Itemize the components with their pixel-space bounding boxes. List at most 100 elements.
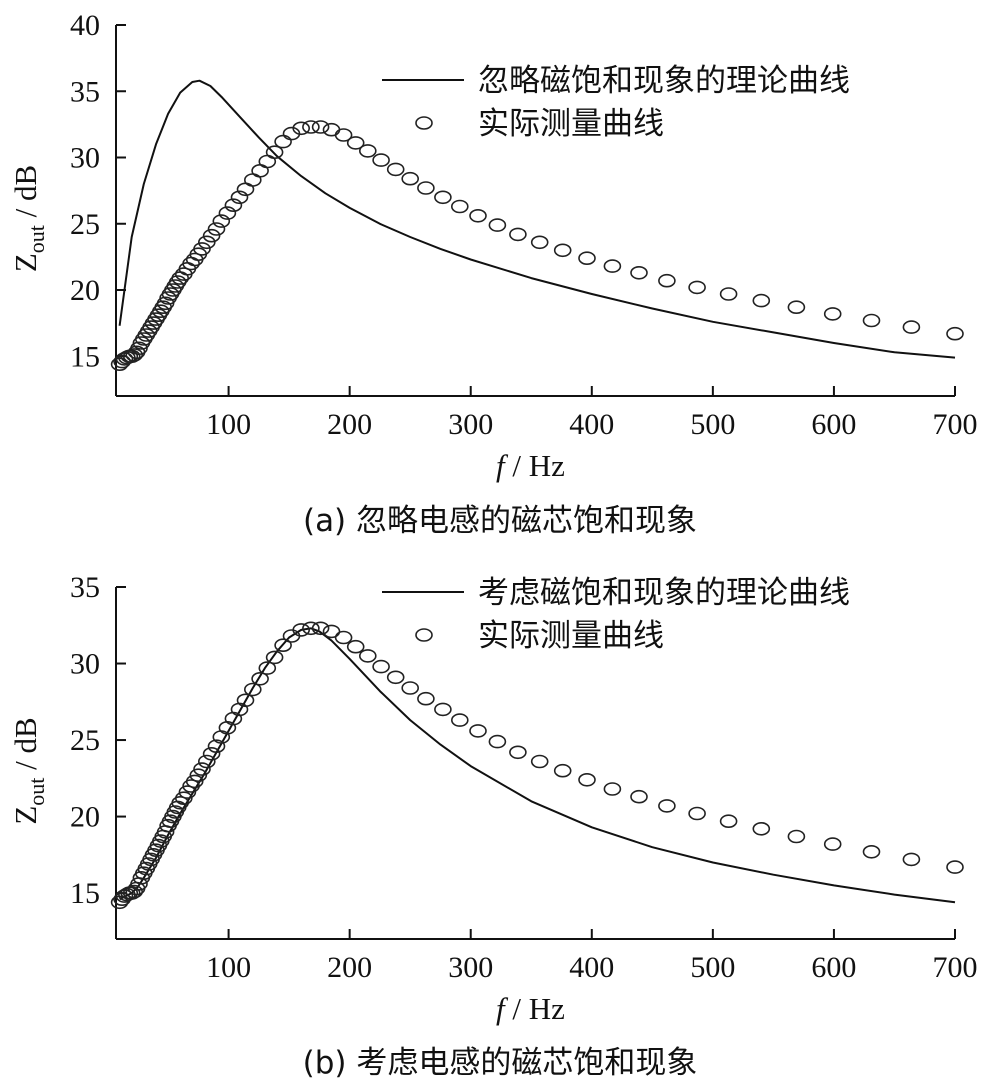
- measured-point: [185, 774, 204, 789]
- legend-label: 实际测量曲线: [478, 106, 664, 142]
- x-tick-label: 600: [811, 408, 856, 441]
- measured-point: [274, 134, 292, 149]
- measured-point: [244, 173, 262, 187]
- measured-point: [198, 754, 216, 769]
- measured-point: [292, 121, 311, 136]
- measured-point: [578, 251, 596, 266]
- y-axis-label: Zout / dB: [8, 717, 49, 824]
- measured-point: [417, 691, 435, 706]
- measured-point: [752, 293, 771, 308]
- measured-point: [902, 852, 921, 867]
- measured-point: [334, 630, 353, 645]
- measured-point: [688, 806, 706, 821]
- measured-point: [265, 145, 284, 159]
- measured-point: [178, 785, 197, 799]
- y-tick-label: 20: [70, 801, 100, 834]
- measured-point: [823, 837, 842, 851]
- measured-point: [386, 162, 405, 177]
- measured-point: [193, 242, 211, 256]
- measured-point: [946, 860, 964, 874]
- measured-point: [417, 181, 435, 195]
- x-tick-label: 500: [690, 951, 735, 984]
- x-tick-label: 300: [448, 408, 493, 441]
- legend-label: 实际测量曲线: [478, 618, 664, 654]
- measured-point: [488, 734, 507, 749]
- measured-point: [265, 650, 284, 665]
- legend-marker-swatch: [415, 116, 433, 130]
- measured-point: [434, 702, 452, 717]
- y-tick-label: 30: [70, 142, 100, 175]
- measured-point: [603, 259, 622, 273]
- panel-caption: (a) 忽略电感的磁芯饱和现象: [303, 503, 697, 539]
- measured-point: [251, 671, 269, 686]
- measured-point: [193, 762, 211, 776]
- measured-point: [130, 341, 148, 356]
- x-tick-label: 100: [206, 951, 251, 984]
- measured-point: [125, 348, 143, 362]
- measured-point: [401, 681, 420, 695]
- measured-point: [469, 209, 487, 223]
- measured-point: [450, 199, 469, 214]
- panel-a: 15 20 25 30 35 40 100 200 300 400 500 600 700 f / Hz Z…: [8, 9, 978, 539]
- x-tick-label: 700: [933, 951, 978, 984]
- x-tick-label: 700: [933, 408, 978, 441]
- measured-point: [488, 218, 507, 232]
- measured-point: [202, 746, 221, 761]
- measured-point: [603, 782, 622, 796]
- measured-point: [946, 326, 964, 341]
- measured-point: [658, 799, 676, 813]
- measured-point: [401, 171, 420, 186]
- measured-point: [450, 713, 469, 727]
- measured-point: [553, 243, 572, 258]
- measured-point: [823, 307, 842, 321]
- x-axis-label: f / Hz: [496, 448, 565, 483]
- y-tick-label: 35: [70, 571, 100, 604]
- measured-point: [719, 814, 738, 829]
- measured-point: [752, 821, 771, 836]
- y-tick-label: 15: [70, 340, 100, 373]
- x-tick-label: 600: [811, 951, 856, 984]
- measured-point: [358, 144, 377, 158]
- x-tick-label: 400: [569, 408, 614, 441]
- measured-point: [787, 829, 806, 844]
- measured-point: [202, 228, 221, 243]
- measured-point: [862, 313, 881, 328]
- measured-point: [469, 724, 487, 738]
- measured-point: [175, 791, 193, 806]
- measured-point: [236, 693, 255, 708]
- measured-point: [509, 227, 527, 242]
- x-axis-label: f / Hz: [496, 991, 565, 1026]
- measured-point: [207, 222, 226, 236]
- measured-point: [198, 235, 216, 250]
- y-tick-label: 30: [70, 648, 100, 681]
- panel-b: 15 20 25 30 35 100 200 300 400 500 600 700 f / Hz Zou…: [8, 571, 978, 1081]
- measured-point: [719, 287, 738, 301]
- y-tick-label: 20: [70, 274, 100, 307]
- measured-point: [902, 320, 921, 334]
- measured-point: [212, 214, 231, 228]
- measured-point: [372, 153, 390, 167]
- measured-point: [322, 122, 341, 137]
- measured-point: [346, 639, 365, 654]
- x-tick-label: 100: [206, 408, 251, 441]
- y-tick-label: 25: [70, 724, 100, 757]
- measured-point: [334, 128, 353, 142]
- panel-caption: (b) 考虑电感的磁芯饱和现象: [303, 1045, 698, 1081]
- measured-point: [274, 638, 292, 653]
- measured-point: [862, 844, 881, 859]
- measured-point: [386, 670, 405, 685]
- measured-point: [658, 273, 676, 288]
- measured-point: [630, 265, 648, 280]
- legend-label: 忽略磁饱和现象的理论曲线: [478, 63, 850, 99]
- measured-point: [302, 120, 320, 134]
- measured-point: [578, 772, 596, 787]
- measured-point: [630, 789, 648, 804]
- measured-point: [358, 649, 377, 663]
- x-tick-label: 400: [569, 951, 614, 984]
- x-tick-label: 500: [690, 408, 735, 441]
- measured-point: [346, 136, 365, 150]
- measured-point: [244, 682, 262, 697]
- measured-point: [292, 623, 311, 637]
- measured-point: [688, 280, 706, 295]
